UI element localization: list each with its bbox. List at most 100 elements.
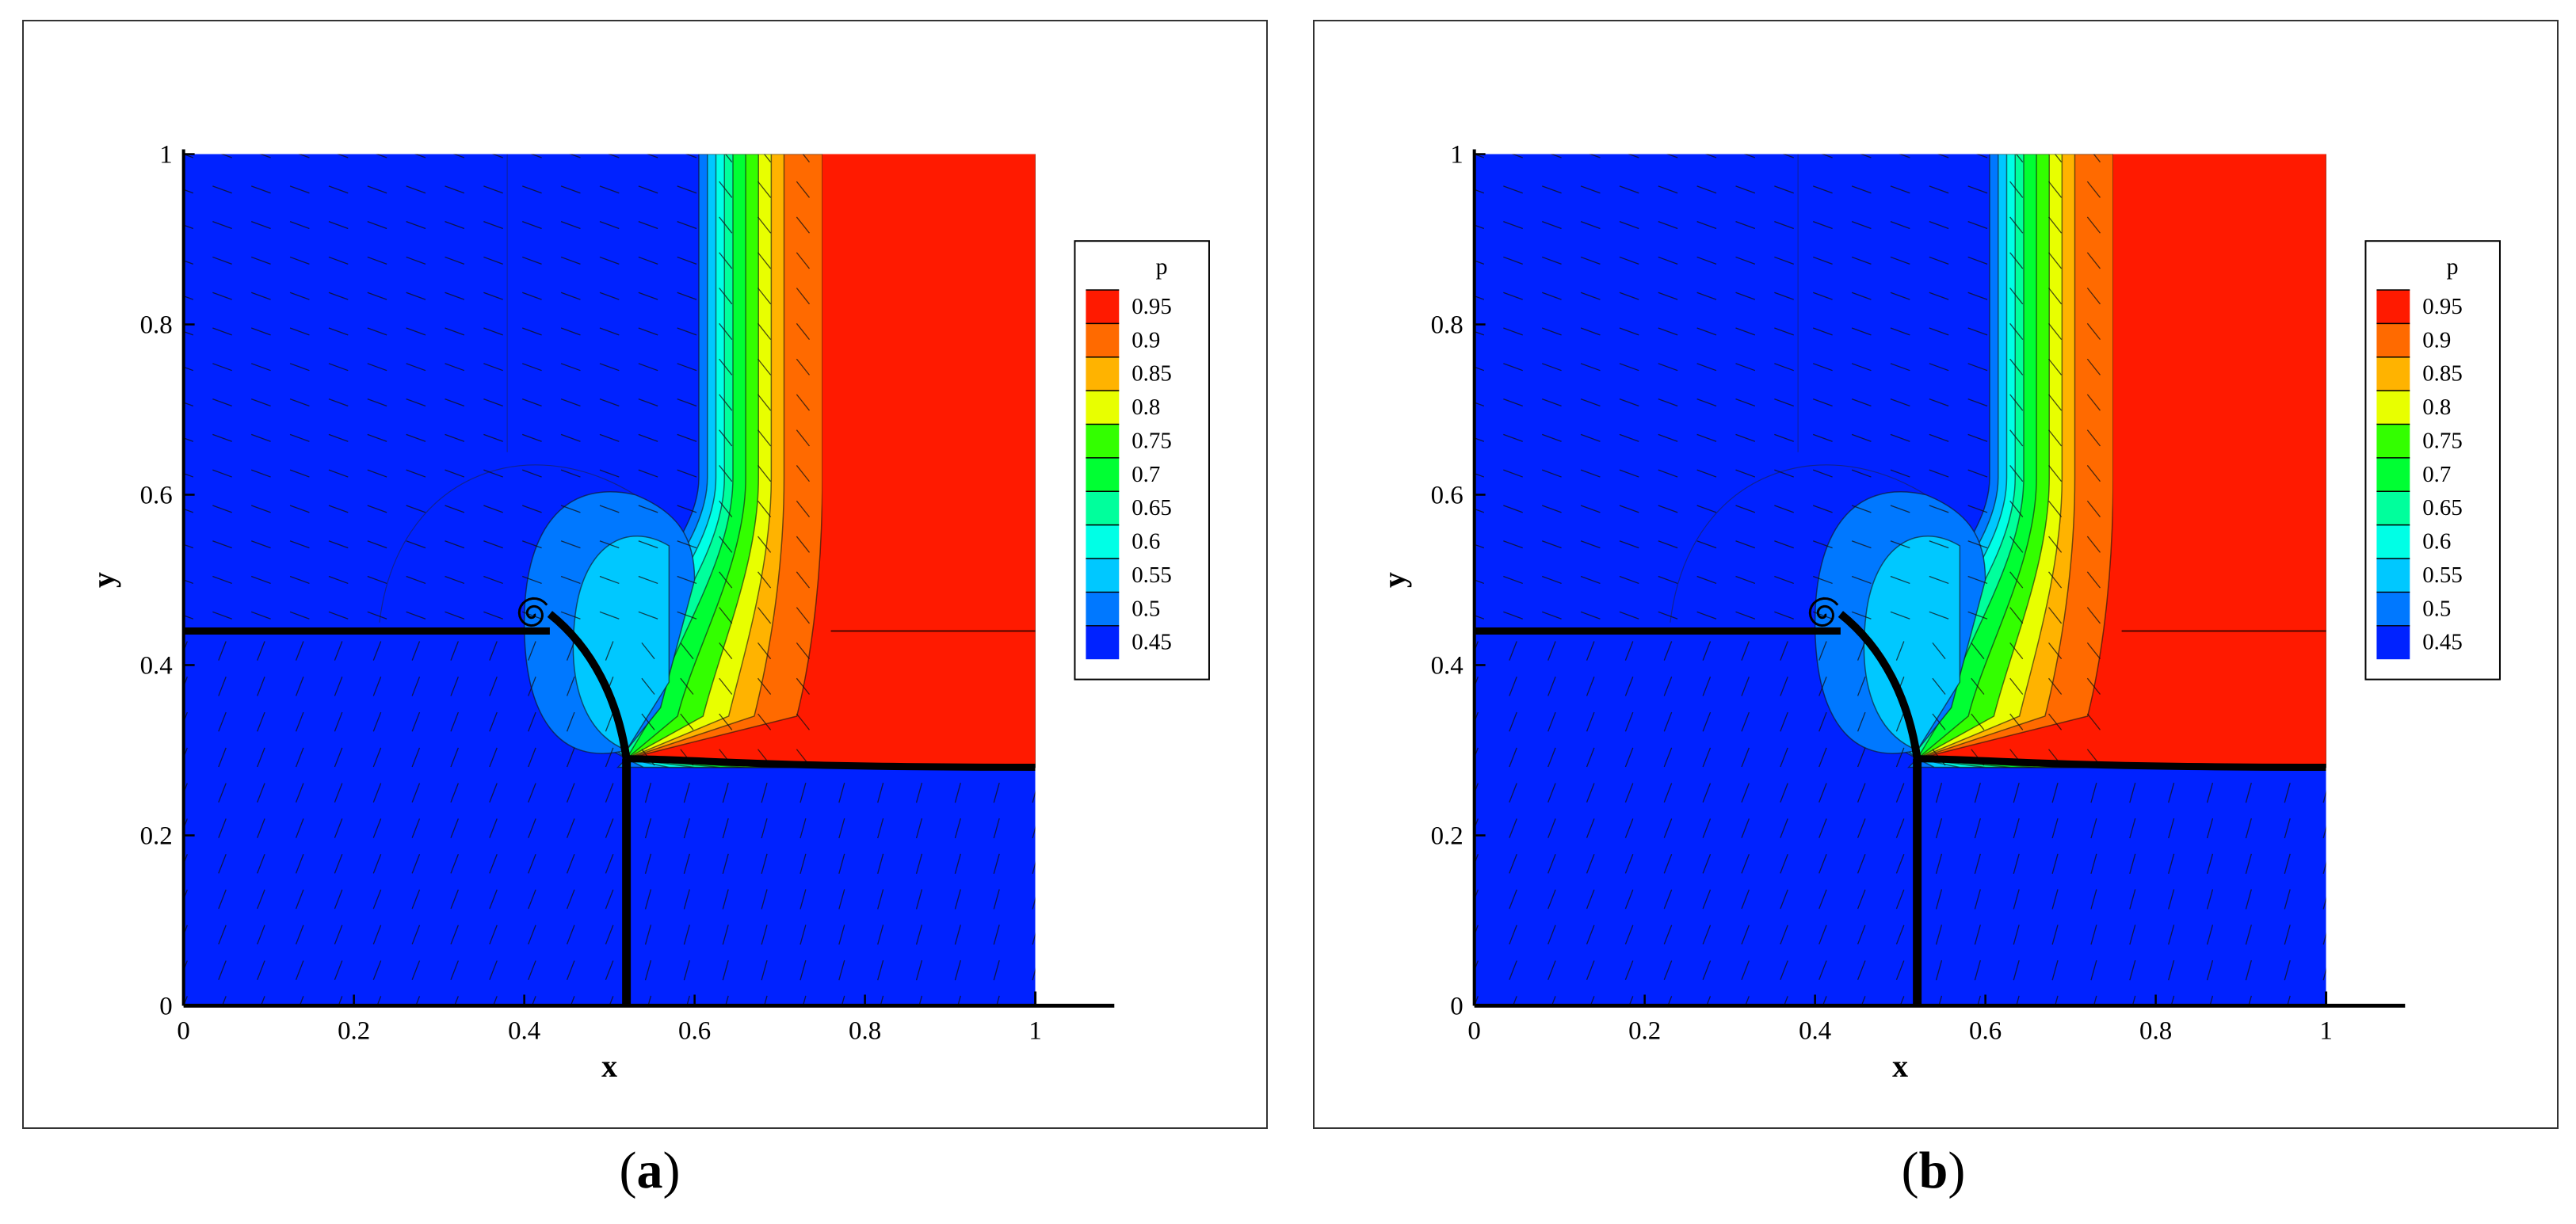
velocity-arrow	[1937, 154, 1949, 158]
velocity-arrow	[1735, 433, 1756, 442]
velocity-arrow	[1658, 505, 1678, 513]
velocity-arrow	[1967, 256, 1988, 265]
velocity-arrow	[2054, 995, 2059, 1006]
velocity-arrow	[1774, 433, 1794, 442]
velocity-arrow	[2009, 713, 2024, 730]
vortex-spiral	[517, 597, 548, 627]
velocity-arrow	[1743, 154, 1756, 158]
velocity-arrow	[528, 925, 536, 945]
velocity-arrow	[1512, 996, 1517, 1006]
velocity-arrow	[1857, 641, 1866, 661]
velocity-arrow	[638, 611, 658, 620]
velocity-arrow	[2245, 853, 2252, 874]
velocity-arrow	[1580, 221, 1601, 230]
legend-swatch	[2376, 357, 2410, 391]
velocity-arrow	[1774, 398, 1794, 407]
velocity-arrow	[1541, 398, 1562, 407]
velocity-arrow	[1741, 783, 1750, 803]
velocity-arrow	[1780, 711, 1788, 732]
velocity-arrow	[483, 540, 503, 549]
velocity-arrow	[1658, 292, 1678, 300]
velocity-arrow	[2284, 818, 2291, 839]
velocity-arrow	[605, 960, 614, 980]
velocity-arrow	[445, 433, 465, 442]
velocity-arrow	[1548, 925, 1556, 945]
y-tick-label: 0.8	[140, 311, 173, 339]
velocity-arrow	[376, 996, 382, 1006]
velocity-arrow	[528, 889, 536, 909]
velocity-arrow	[2206, 853, 2214, 874]
velocity-arrow	[1929, 185, 1949, 194]
velocity-arrow	[1586, 783, 1595, 803]
velocity-arrow	[1967, 575, 1988, 585]
velocity-arrow	[250, 575, 271, 585]
velocity-arrow	[2048, 252, 2063, 269]
velocity-arrow	[560, 469, 581, 478]
velocity-arrow	[1619, 327, 1639, 336]
velocity-arrow	[758, 677, 772, 695]
velocity-arrow	[1474, 783, 1479, 795]
velocity-arrow	[289, 185, 310, 194]
velocity-arrow	[719, 465, 733, 482]
velocity-arrow	[2245, 959, 2252, 981]
velocity-arrow	[2086, 465, 2101, 482]
velocity-arrow	[1586, 641, 1595, 661]
velocity-arrow	[1667, 996, 1673, 1006]
velocity-arrow	[2051, 853, 2059, 874]
velocity-arrow	[918, 995, 923, 1006]
velocity-arrow	[406, 221, 426, 230]
velocity-arrow	[647, 995, 652, 1006]
velocity-arrow	[1890, 505, 1910, 513]
velocity-arrow	[1474, 260, 1485, 265]
velocity-arrow	[411, 889, 421, 909]
velocity-arrow	[2051, 959, 2059, 981]
velocity-arrow	[644, 959, 652, 981]
velocity-arrow	[450, 853, 459, 874]
velocity-arrow	[338, 996, 343, 1006]
velocity-arrow	[522, 256, 542, 265]
velocity-arrow	[677, 505, 697, 513]
velocity-arrow	[1503, 221, 1523, 230]
y-axis-label: y	[1376, 572, 1412, 588]
velocity-arrow	[2129, 959, 2136, 981]
velocity-arrow	[522, 575, 542, 585]
velocity-arrow	[218, 783, 227, 803]
velocity-arrow	[599, 185, 620, 194]
velocity-arrow	[680, 642, 694, 660]
velocity-arrow	[1663, 889, 1673, 909]
velocity-arrow	[1780, 818, 1788, 838]
velocity-arrow	[2051, 925, 2059, 945]
velocity-arrow	[1774, 256, 1794, 265]
velocity-arrow	[1702, 960, 1712, 980]
y-tick-label: 0	[159, 992, 172, 1020]
velocity-arrow	[725, 995, 729, 1006]
velocity-arrow	[2009, 429, 2024, 447]
velocity-arrow	[683, 783, 690, 803]
velocity-arrow	[1967, 185, 1988, 194]
legend-swatch	[2376, 290, 2410, 324]
velocity-arrow	[528, 677, 536, 696]
contour-field	[183, 154, 1036, 1006]
velocity-arrow	[334, 747, 343, 768]
velocity-arrow	[450, 818, 459, 838]
velocity-arrow	[1890, 363, 1910, 372]
velocity-arrow	[796, 216, 810, 234]
velocity-arrow	[406, 611, 426, 620]
velocity-arrow	[295, 889, 304, 909]
velocity-arrow	[954, 783, 961, 803]
velocity-arrow	[1967, 469, 1988, 478]
velocity-arrow	[406, 256, 426, 265]
shock-line-curved	[1838, 611, 1922, 760]
velocity-arrow	[838, 853, 845, 874]
velocity-arrow	[1663, 677, 1673, 696]
velocity-arrow	[1741, 747, 1750, 768]
velocity-arrow	[1929, 575, 1949, 585]
velocity-arrow	[1511, 154, 1523, 158]
velocity-arrow	[367, 611, 387, 620]
legend-swatch	[2376, 457, 2410, 492]
caption-a: (a)	[619, 1142, 681, 1199]
velocity-arrow	[1658, 469, 1678, 478]
velocity-arrow	[212, 505, 232, 513]
velocity-arrow	[1696, 575, 1717, 585]
velocity-arrow	[218, 641, 227, 661]
